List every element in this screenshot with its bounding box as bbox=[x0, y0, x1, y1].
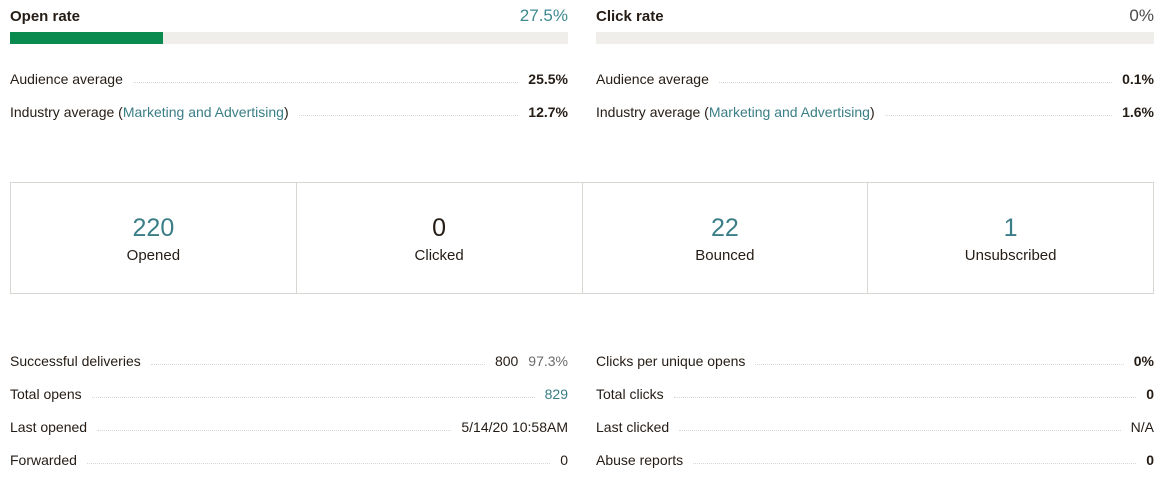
click-industry-average-value: 1.6% bbox=[1122, 103, 1154, 120]
stat-number: 1 bbox=[1003, 213, 1018, 242]
dotted-leader bbox=[298, 115, 519, 116]
detail-value: 0 bbox=[1146, 385, 1154, 402]
clicks-per-unique-opens-row: Clicks per unique opens 0% bbox=[596, 344, 1154, 377]
successful-deliveries-row: Successful deliveries 800 97.3% bbox=[10, 344, 568, 377]
detail-label: Forwarded bbox=[10, 451, 77, 468]
stat-number: 22 bbox=[710, 213, 739, 242]
open-rate-title: Open rate bbox=[10, 7, 81, 25]
stat-opened[interactable]: 220 Opened bbox=[11, 183, 297, 293]
open-rate-progress-track bbox=[10, 32, 568, 44]
open-rate-header: Open rate 27.5% bbox=[10, 0, 568, 32]
click-rate-title: Click rate bbox=[596, 7, 664, 25]
detail-label: Total opens bbox=[10, 385, 82, 402]
open-audience-average-value: 25.5% bbox=[528, 70, 568, 87]
open-rate-panel: Open rate 27.5% Audience average 25.5% I… bbox=[10, 0, 568, 128]
dotted-leader bbox=[718, 82, 1113, 83]
industry-link[interactable]: Marketing and Advertising bbox=[122, 103, 284, 120]
detail-value: 0 bbox=[560, 451, 568, 468]
detail-value: 5/14/20 10:58AM bbox=[461, 418, 568, 435]
dotted-leader bbox=[132, 82, 519, 83]
open-industry-average-value: 12.7% bbox=[528, 103, 568, 120]
click-audience-average-label: Audience average bbox=[596, 70, 709, 87]
deliveries-percent: 97.3% bbox=[528, 352, 568, 369]
stat-label: Bounced bbox=[695, 246, 755, 264]
open-rate-value: 27.5% bbox=[519, 6, 568, 25]
stat-label: Unsubscribed bbox=[964, 246, 1057, 264]
industry-prefix: Industry average ( bbox=[10, 103, 123, 120]
detail-value: N/A bbox=[1130, 418, 1154, 435]
detail-value: 0 bbox=[1146, 451, 1154, 468]
detail-value: 800 97.3% bbox=[495, 353, 568, 369]
detail-label: Clicks per unique opens bbox=[596, 352, 746, 369]
open-rate-progress-fill bbox=[10, 32, 164, 44]
stat-number: 220 bbox=[132, 213, 175, 242]
open-industry-average-row: Industry average (Marketing and Advertis… bbox=[10, 95, 568, 128]
stat-unsubscribed[interactable]: 1 Unsubscribed bbox=[868, 183, 1153, 293]
dotted-leader bbox=[884, 115, 1113, 116]
abuse-reports-row: Abuse reports 0 bbox=[596, 443, 1154, 476]
forwarded-row: Forwarded 0 bbox=[10, 443, 568, 476]
detail-value: 0% bbox=[1133, 352, 1154, 369]
click-audience-average-row: Audience average 0.1% bbox=[596, 62, 1154, 95]
stat-number: 0 bbox=[432, 213, 447, 242]
click-rate-progress-track bbox=[596, 32, 1154, 44]
detail-label: Last clicked bbox=[596, 418, 670, 435]
industry-suffix: ) bbox=[283, 103, 289, 120]
detail-label: Total clicks bbox=[596, 385, 664, 402]
industry-link[interactable]: Marketing and Advertising bbox=[708, 103, 870, 120]
stat-label: Opened bbox=[126, 246, 181, 264]
open-industry-average-label: Industry average (Marketing and Advertis… bbox=[10, 104, 289, 120]
click-industry-average-row: Industry average (Marketing and Advertis… bbox=[596, 95, 1154, 128]
dotted-leader bbox=[679, 430, 1121, 431]
total-opens-row: Total opens 829 bbox=[10, 377, 568, 410]
last-opened-row: Last opened 5/14/20 10:58AM bbox=[10, 410, 568, 443]
total-opens-link[interactable]: 829 bbox=[544, 385, 568, 402]
click-rate-panel: Click rate 0% Audience average 0.1% Indu… bbox=[596, 0, 1154, 128]
detail-label: Last opened bbox=[10, 418, 88, 435]
stats-summary: 220 Opened 0 Clicked 22 Bounced 1 Unsubs… bbox=[10, 182, 1154, 294]
dotted-leader bbox=[86, 463, 551, 464]
details-left: Successful deliveries 800 97.3% Total ope… bbox=[10, 344, 568, 476]
detail-label: Successful deliveries bbox=[10, 352, 141, 369]
stat-clicked: 0 Clicked bbox=[297, 183, 583, 293]
click-industry-average-label: Industry average (Marketing and Advertis… bbox=[596, 104, 875, 120]
industry-suffix: ) bbox=[869, 103, 875, 120]
last-clicked-row: Last clicked N/A bbox=[596, 410, 1154, 443]
dotted-leader bbox=[755, 364, 1124, 365]
stat-label: Clicked bbox=[414, 246, 464, 264]
click-rate-value: 0% bbox=[1129, 6, 1154, 25]
click-audience-average-value: 0.1% bbox=[1122, 70, 1154, 87]
open-audience-average-label: Audience average bbox=[10, 70, 123, 87]
dotted-leader bbox=[150, 364, 485, 365]
details-right: Clicks per unique opens 0% Total clicks … bbox=[596, 344, 1154, 476]
stat-bounced[interactable]: 22 Bounced bbox=[583, 183, 869, 293]
click-rate-header: Click rate 0% bbox=[596, 0, 1154, 32]
deliveries-count: 800 bbox=[494, 352, 519, 369]
dotted-leader bbox=[673, 397, 1137, 398]
industry-prefix: Industry average ( bbox=[596, 103, 709, 120]
open-audience-average-row: Audience average 25.5% bbox=[10, 62, 568, 95]
detail-label: Abuse reports bbox=[596, 451, 684, 468]
total-clicks-row: Total clicks 0 bbox=[596, 377, 1154, 410]
dotted-leader bbox=[97, 430, 452, 431]
dotted-leader bbox=[91, 397, 535, 398]
dotted-leader bbox=[693, 463, 1137, 464]
